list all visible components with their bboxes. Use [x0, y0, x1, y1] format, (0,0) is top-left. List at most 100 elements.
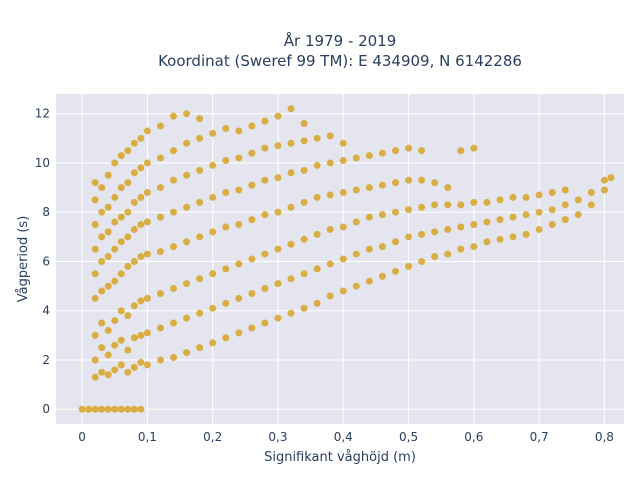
data-point — [431, 201, 439, 209]
data-point — [509, 193, 517, 201]
data-point — [248, 255, 256, 263]
data-point — [104, 171, 112, 179]
data-point — [496, 235, 504, 243]
data-point — [117, 238, 125, 246]
chart-title-line-1: År 1979 - 2019 — [284, 31, 397, 50]
data-point — [130, 198, 138, 206]
data-point — [522, 211, 530, 219]
data-point — [183, 110, 191, 118]
data-point — [98, 184, 106, 192]
data-point — [418, 230, 426, 238]
data-points — [78, 105, 615, 413]
data-point — [156, 184, 164, 192]
data-point — [170, 354, 178, 362]
data-point — [104, 405, 112, 413]
data-point — [326, 292, 334, 300]
data-point — [326, 191, 334, 199]
data-point — [235, 260, 243, 268]
data-point — [287, 105, 295, 113]
data-point — [111, 341, 119, 349]
x-tick-labels: 0 0,1 0,2 0,3 0,4 0,5 0,6 0,7 0,8 — [78, 430, 614, 444]
data-point — [91, 294, 99, 302]
data-point — [137, 331, 145, 339]
data-point — [183, 314, 191, 322]
data-point — [209, 161, 217, 169]
data-point — [274, 245, 282, 253]
data-point — [170, 243, 178, 251]
data-point — [535, 208, 543, 216]
data-point — [405, 206, 413, 214]
data-point — [326, 159, 334, 167]
data-point — [98, 287, 106, 295]
data-point — [137, 193, 145, 201]
data-point — [104, 351, 112, 359]
data-point — [600, 176, 608, 184]
data-point — [130, 405, 138, 413]
data-point — [104, 228, 112, 236]
data-point — [111, 277, 119, 285]
data-point — [326, 225, 334, 233]
data-point — [418, 257, 426, 265]
data-point — [457, 223, 465, 231]
data-point — [509, 213, 517, 221]
data-point — [124, 208, 132, 216]
data-point — [391, 179, 399, 187]
data-point — [143, 159, 151, 167]
data-point — [300, 304, 308, 312]
data-point — [326, 260, 334, 268]
data-point — [391, 238, 399, 246]
data-point — [183, 203, 191, 211]
data-point — [104, 326, 112, 334]
data-point — [365, 184, 373, 192]
data-point — [339, 156, 347, 164]
data-point — [124, 147, 132, 155]
data-point — [156, 213, 164, 221]
data-point — [91, 196, 99, 204]
data-point — [117, 213, 125, 221]
data-point — [313, 161, 321, 169]
data-point — [607, 174, 615, 182]
data-point — [378, 272, 386, 280]
data-point — [313, 193, 321, 201]
data-point — [287, 275, 295, 283]
data-point — [274, 208, 282, 216]
data-point — [209, 339, 217, 347]
data-point — [137, 221, 145, 229]
data-point — [418, 203, 426, 211]
data-point — [104, 282, 112, 290]
data-point — [444, 225, 452, 233]
data-point — [235, 294, 243, 302]
data-point — [137, 253, 145, 261]
data-point — [587, 201, 595, 209]
data-point — [287, 240, 295, 248]
data-point — [405, 262, 413, 270]
data-point — [130, 257, 138, 265]
data-point — [183, 238, 191, 246]
data-point — [117, 307, 125, 315]
grid-lines — [56, 94, 624, 424]
data-point — [196, 166, 204, 174]
data-point — [535, 225, 543, 233]
data-point — [143, 361, 151, 369]
data-point — [117, 361, 125, 369]
data-point — [522, 230, 530, 238]
data-point — [170, 285, 178, 293]
data-point — [405, 144, 413, 152]
data-point — [85, 405, 93, 413]
data-point — [431, 228, 439, 236]
data-point — [98, 405, 106, 413]
data-point — [170, 112, 178, 120]
data-point — [300, 270, 308, 278]
data-point — [405, 176, 413, 184]
data-point — [156, 154, 164, 162]
data-point — [91, 405, 99, 413]
data-point — [261, 285, 269, 293]
data-point — [470, 243, 478, 251]
data-point — [143, 250, 151, 258]
y-tick-label: 0 — [42, 402, 50, 416]
data-point — [352, 186, 360, 194]
data-point — [183, 139, 191, 147]
data-point — [137, 297, 145, 305]
data-point — [111, 193, 119, 201]
data-point — [170, 147, 178, 155]
